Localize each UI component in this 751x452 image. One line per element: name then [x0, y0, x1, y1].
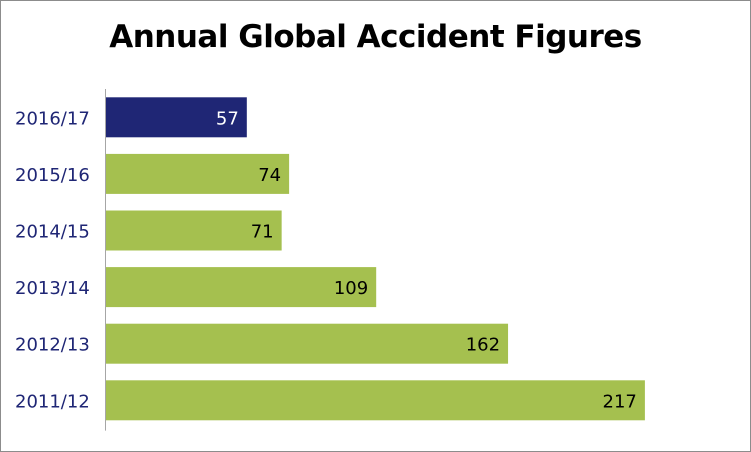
data-label: 71	[251, 222, 274, 243]
bar	[105, 97, 247, 138]
category-label: 2014/15	[15, 222, 90, 243]
category-label: 2013/14	[15, 278, 90, 299]
bar	[105, 380, 645, 421]
bar	[105, 267, 377, 308]
data-label: 162	[466, 335, 500, 356]
bar	[105, 323, 509, 364]
category-label: 2015/16	[15, 165, 90, 186]
category-label: 2016/17	[15, 108, 90, 129]
data-label: 109	[334, 278, 368, 299]
chart-title: Annual Global Accident Figures	[109, 19, 642, 55]
data-label: 217	[603, 391, 637, 412]
bar	[105, 210, 282, 251]
category-label: 2012/13	[15, 335, 90, 356]
category-label: 2011/12	[15, 391, 90, 412]
bar	[105, 153, 290, 194]
data-label: 74	[258, 165, 281, 186]
data-label: 57	[216, 108, 239, 129]
